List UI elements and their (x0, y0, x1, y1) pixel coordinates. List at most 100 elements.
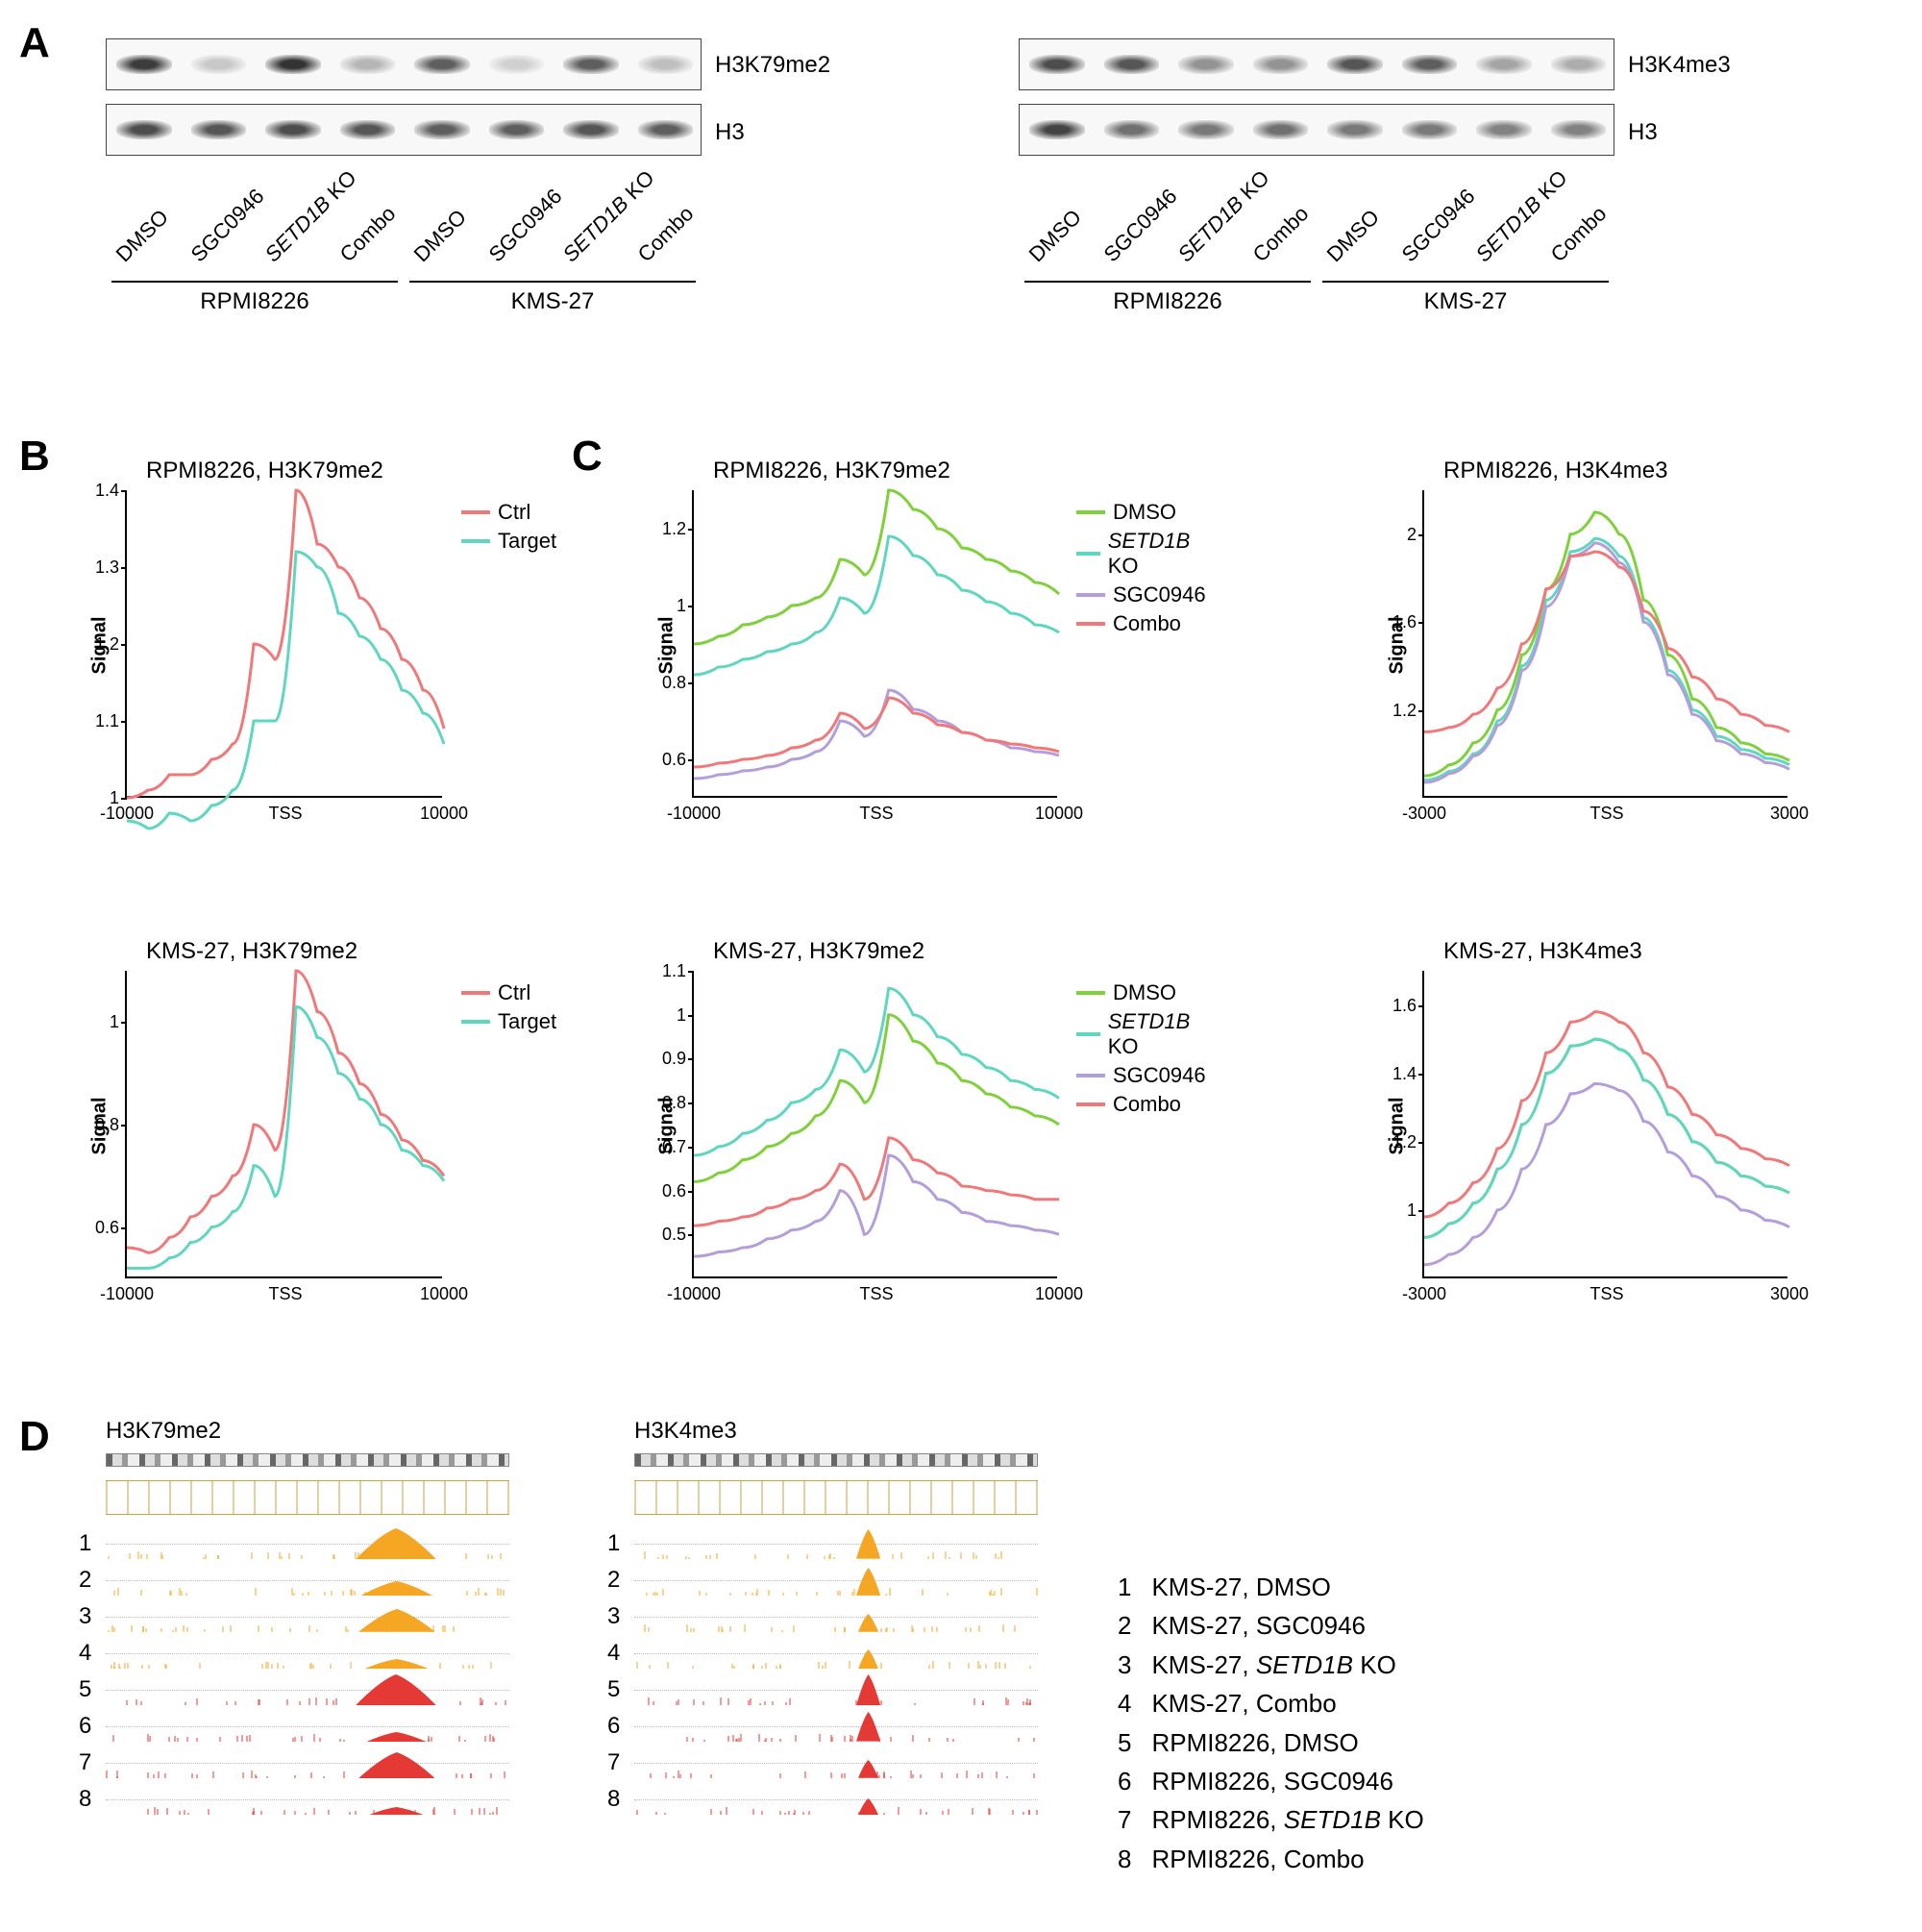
track-number: 6 (607, 1713, 620, 1740)
band (1104, 55, 1160, 74)
legend-label: SETD1B KO (1108, 1009, 1206, 1059)
y-tick: 1.3 (95, 557, 119, 578)
track-number: 5 (607, 1676, 620, 1703)
metagene-plot: KMS-27, H3K79me2Signal0.50.60.70.80.911.… (692, 971, 1057, 1278)
track-row: 2 (106, 1563, 509, 1599)
band (1402, 55, 1458, 74)
sample-label: Combo (1545, 250, 1563, 267)
cell-line-label: RPMI8226 (1019, 288, 1317, 315)
sample-label: DMSO (409, 250, 427, 267)
series-line (694, 690, 1059, 779)
band (1551, 55, 1607, 74)
x-tick: 3000 (1761, 1284, 1818, 1304)
legend: CtrlTarget (461, 500, 556, 557)
legend-swatch (1076, 622, 1105, 626)
series-line (694, 988, 1059, 1155)
track-number: 3 (607, 1603, 620, 1630)
series-line (127, 1006, 444, 1268)
x-tick: -10000 (665, 1284, 723, 1304)
blot-label: H3 (715, 119, 745, 146)
legend-swatch (1076, 593, 1105, 597)
series-line (694, 1015, 1059, 1182)
band (1178, 55, 1234, 74)
y-tick: 0.6 (662, 1181, 686, 1201)
peak-icon (358, 1752, 435, 1778)
plot-title: KMS-27, H3K79me2 (146, 938, 357, 965)
band (340, 120, 396, 139)
plot-title: RPMI8226, H3K79me2 (713, 458, 950, 484)
legend-swatch (461, 539, 490, 543)
key-row: 2KMS-27, SGC0946 (1117, 1607, 1425, 1644)
blot-label: H3K79me2 (715, 52, 830, 79)
legend-item: Target (461, 529, 556, 554)
y-tick: 1 (677, 1005, 686, 1026)
blot-label: H3 (1628, 119, 1658, 146)
peak-icon (858, 1798, 878, 1815)
ideogram-right (634, 1453, 1038, 1467)
legend-label: Combo (1113, 1092, 1181, 1117)
x-tick: -10000 (665, 804, 723, 824)
track-row: 8 (634, 1782, 1038, 1819)
sample-label: DMSO (111, 250, 129, 267)
x-tick: TSS (848, 804, 905, 824)
band (563, 55, 619, 74)
plot-title: RPMI8226, H3K4me3 (1443, 458, 1667, 484)
y-tick: 0.6 (662, 750, 686, 770)
track-row: 6 (634, 1709, 1038, 1746)
legend: DMSO SETD1B KO SGC0946 Combo (1076, 980, 1206, 1121)
legend-swatch (1076, 991, 1105, 995)
y-tick: 2 (1407, 525, 1417, 545)
peak-icon (358, 1609, 435, 1632)
legend-swatch (461, 510, 490, 514)
sample-label: Combo (1247, 250, 1265, 267)
key-row: 1KMS-27, DMSO (1117, 1569, 1425, 1605)
legend-item: SGC0946 (1076, 1063, 1206, 1088)
track-row: 5 (634, 1672, 1038, 1709)
sample-labels: DMSOSGC0946SETD1B KOComboDMSOSGC0946SETD… (129, 242, 651, 267)
y-tick: 1.6 (1392, 612, 1417, 632)
band (265, 55, 321, 74)
legend-label: DMSO (1113, 980, 1176, 1005)
legend-label: Combo (1113, 611, 1181, 636)
series-line (1424, 1083, 1789, 1264)
plot-title: KMS-27, H3K79me2 (713, 938, 924, 965)
x-tick: 10000 (1030, 804, 1088, 824)
x-tick: 10000 (415, 804, 473, 824)
peak-icon (856, 1712, 880, 1742)
band (1402, 120, 1458, 139)
track-number: 3 (79, 1603, 91, 1630)
legend-swatch (461, 1020, 490, 1024)
plot-title: KMS-27, H3K4me3 (1443, 938, 1642, 965)
legend-swatch (1076, 1032, 1100, 1036)
trackset-right: 12345678 (634, 1526, 1038, 1819)
cell-line-bar (1322, 281, 1609, 283)
legend-label: Target (498, 529, 556, 554)
key-row: 3KMS-27, SETD1B KO (1117, 1647, 1425, 1683)
legend-item: Ctrl (461, 980, 556, 1005)
peak-icon (858, 1649, 878, 1669)
key-row: 8RPMI8226, Combo (1117, 1841, 1425, 1877)
legend-swatch (1076, 1074, 1105, 1077)
y-tick: 1 (110, 1012, 119, 1032)
track-number: 8 (607, 1786, 620, 1813)
panel-d: D H3K79me2 H3K4me3 12345678 12345678 1KM… (19, 1413, 1903, 1913)
sample-labels: DMSOSGC0946SETD1B KOComboDMSOSGC0946SETD… (1042, 242, 1564, 267)
metagene-plot: RPMI8226, H3K4me3Signal1.21.62-3000TSS30… (1422, 490, 1787, 798)
y-tick: 1.6 (1392, 996, 1417, 1016)
metagene-plot: RPMI8226, H3K79me2Signal11.11.21.31.4-10… (125, 490, 442, 798)
sample-label: SGC0946 (483, 250, 501, 267)
series-line (1424, 1039, 1789, 1237)
track-number: 6 (79, 1713, 91, 1740)
band (1104, 120, 1160, 139)
ideogram-left (106, 1453, 509, 1467)
y-tick: 0.5 (662, 1225, 686, 1245)
x-tick: 10000 (415, 1284, 473, 1304)
y-tick: 0.8 (95, 1115, 119, 1135)
band (1178, 120, 1234, 139)
y-tick: 0.6 (95, 1218, 119, 1238)
cell-line-bar (1024, 281, 1311, 283)
band (265, 120, 321, 139)
series-line (127, 552, 444, 829)
band (1029, 55, 1085, 74)
y-tick: 0.7 (662, 1137, 686, 1157)
